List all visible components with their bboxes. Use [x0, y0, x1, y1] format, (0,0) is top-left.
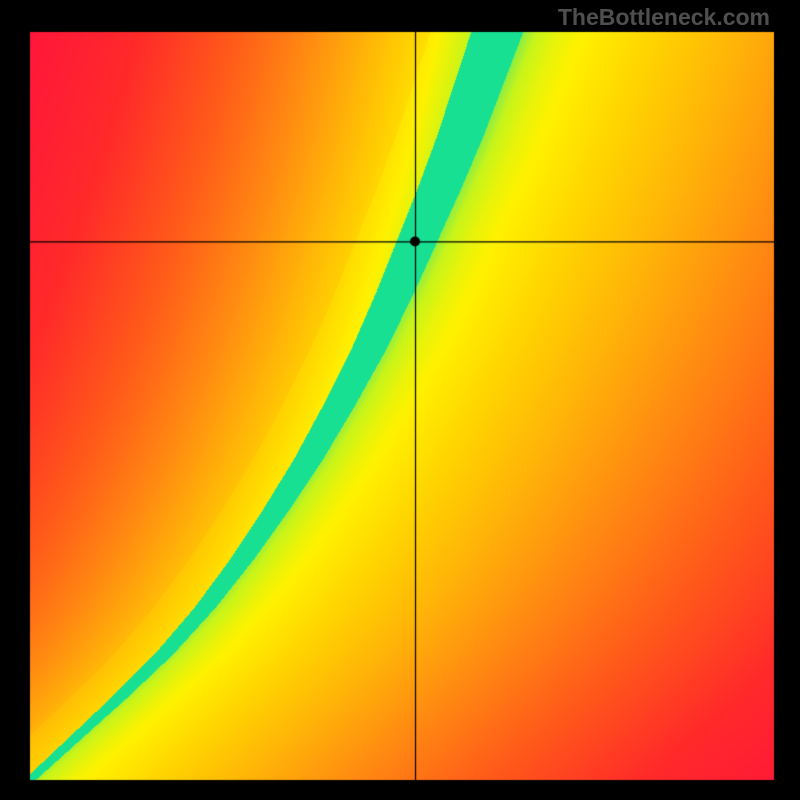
watermark-text: TheBottleneck.com: [558, 4, 770, 31]
bottleneck-heatmap: [0, 0, 800, 800]
chart-container: TheBottleneck.com: [0, 0, 800, 800]
